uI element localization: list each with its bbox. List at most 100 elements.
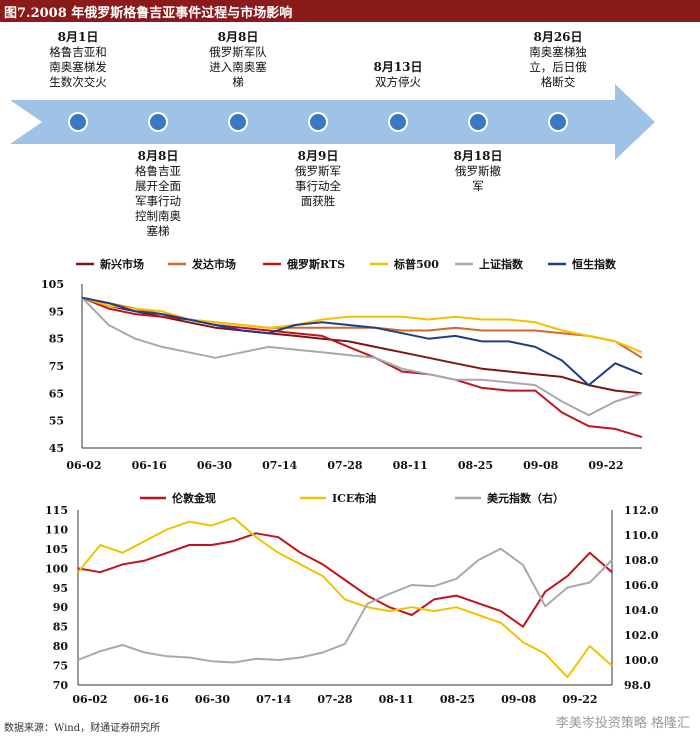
x-tick-label: 08-25 xyxy=(458,459,493,472)
series-line-ICE布油 xyxy=(77,516,613,679)
x-tick-label: 06-02 xyxy=(72,693,107,706)
figure-title: 图7.2008 年俄罗斯格鲁吉亚事件过程与市场影响 xyxy=(4,6,293,21)
timeline-desc: 南奥塞梯发 xyxy=(49,60,107,74)
timeline-node-4 xyxy=(308,112,328,132)
timeline-desc: 展开全面 xyxy=(135,179,181,193)
timeline-node-5 xyxy=(388,112,408,132)
timeline-desc: 生数次交火 xyxy=(49,75,107,89)
timeline-desc: 南奥塞梯独 xyxy=(529,45,587,59)
timeline-node-1 xyxy=(68,112,88,132)
timeline-desc: 俄罗斯撤 xyxy=(455,164,501,178)
series-line-上证指数 xyxy=(81,297,643,417)
y-tick-label: 105 xyxy=(41,278,64,291)
y-tick-label: 65 xyxy=(49,387,64,400)
y-tick-label: 105 xyxy=(45,543,68,556)
series-line-新兴市场 xyxy=(81,296,643,395)
timeline-desc: 军事行动 xyxy=(135,194,181,208)
legend-label: 伦敦金现 xyxy=(172,491,216,505)
y2-tick-label: 98.0 xyxy=(624,679,651,692)
y-tick-label: 75 xyxy=(53,660,68,673)
x-tick-label: 06-16 xyxy=(134,693,170,706)
x-tick-label: 08-11 xyxy=(379,693,414,706)
timeline-desc: 梯 xyxy=(232,75,244,89)
legend-label: 标普500 xyxy=(393,257,439,271)
timeline-desc: 格断交 xyxy=(541,75,576,89)
timeline-date: 8月1日 xyxy=(58,30,99,44)
timeline-desc: 塞梯 xyxy=(147,224,170,238)
timeline-date: 8月26日 xyxy=(533,30,582,44)
y-tick-label: 110 xyxy=(45,523,68,536)
equity-chart: 新兴市场 发达市场 俄罗斯RTS 标普500 上证指数 恒生指数 45 55 65 75 85 95… xyxy=(41,257,643,472)
x-tick-label: 07-28 xyxy=(327,459,363,472)
x-tick-label: 09-08 xyxy=(501,693,537,706)
timeline-date: 8月8日 xyxy=(218,30,259,44)
timeline-desc: 控制南奥 xyxy=(135,209,181,223)
timeline-desc: 格鲁吉亚 xyxy=(135,164,181,178)
y-tick-label: 55 xyxy=(49,415,64,428)
y-tick-label: 95 xyxy=(49,305,64,318)
y-tick-label: 100 xyxy=(45,562,68,575)
series-line-标普500 xyxy=(81,296,643,354)
x-tick-label: 09-22 xyxy=(588,459,623,472)
x-tick-label: 09-22 xyxy=(562,693,597,706)
y2-tick-label: 100.0 xyxy=(624,654,659,667)
x-tick-label: 06-02 xyxy=(66,459,101,472)
series-line-伦敦金现 xyxy=(77,532,613,628)
timeline-node-3 xyxy=(228,112,248,132)
timeline-date: 8月8日 xyxy=(138,149,179,163)
legend-label: 新兴市场 xyxy=(100,257,144,271)
timeline-desc: 进入南奥塞 xyxy=(209,60,267,74)
y2-tick-label: 110.0 xyxy=(624,529,659,542)
y-tick-label: 90 xyxy=(53,601,69,614)
y-tick-label: 75 xyxy=(49,360,64,373)
y-tick-label: 80 xyxy=(53,640,69,653)
timeline-desc: 面获胜 xyxy=(301,194,336,208)
legend-label: 俄罗斯RTS xyxy=(286,257,345,271)
series-line-发达市场 xyxy=(81,296,643,359)
y-tick-label: 70 xyxy=(53,679,69,692)
equity-legend: 新兴市场 发达市场 俄罗斯RTS 标普500 上证指数 恒生指数 xyxy=(76,257,617,271)
commodity-chart: 伦敦金现 ICE布油 美元指数（右） 70 75 80 85 90 95 100 105 110 11… xyxy=(45,491,659,706)
timeline-date: 8月18日 xyxy=(453,149,502,163)
title-bar: 图7.2008 年俄罗斯格鲁吉亚事件过程与市场影响 xyxy=(0,0,700,22)
commodity-legend: 伦敦金现 ICE布油 美元指数（右） xyxy=(140,491,564,505)
timeline-node-7 xyxy=(548,112,568,132)
timeline-date: 8月9日 xyxy=(298,149,339,163)
x-tick-label: 09-08 xyxy=(523,459,559,472)
y-tick-label: 115 xyxy=(45,504,68,517)
x-tick-label: 08-25 xyxy=(440,693,475,706)
y2-tick-label: 104.0 xyxy=(624,604,659,617)
watermark-text: 李美岑投资策略 格隆汇 xyxy=(555,716,690,731)
y2-tick-label: 112.0 xyxy=(624,504,659,517)
legend-label: 恒生指数 xyxy=(572,257,617,271)
timeline-desc: 军 xyxy=(472,179,484,193)
x-tick-label: 07-14 xyxy=(262,459,298,472)
x-tick-label: 06-30 xyxy=(195,693,231,706)
x-tick-label: 07-14 xyxy=(256,693,292,706)
legend-label: 上证指数 xyxy=(479,257,524,271)
timeline-desc: 事行动全 xyxy=(295,179,341,193)
timeline-arrow xyxy=(10,84,655,160)
y-tick-label: 85 xyxy=(53,621,68,634)
timeline-date: 8月13日 xyxy=(373,60,422,74)
y-tick-label: 45 xyxy=(49,442,64,455)
series-line-俄罗斯RTS xyxy=(81,296,643,439)
x-tick-label: 07-28 xyxy=(317,693,353,706)
timeline-node-2 xyxy=(148,112,168,132)
y2-tick-label: 106.0 xyxy=(624,579,659,592)
series-line-恒生指数 xyxy=(81,296,643,387)
timeline-desc: 俄罗斯军队 xyxy=(209,45,267,59)
series-line-美元指数（右） xyxy=(77,547,613,664)
y2-tick-label: 108.0 xyxy=(624,554,659,567)
x-tick-label: 06-16 xyxy=(132,459,168,472)
timeline-desc: 俄罗斯军 xyxy=(295,164,341,178)
legend-label: ICE布油 xyxy=(332,491,376,505)
timeline-desc: 格鲁吉亚和 xyxy=(49,45,107,59)
source-note: 数据来源：Wind，财通证券研究所 xyxy=(4,723,161,734)
y-tick-label: 95 xyxy=(53,582,68,595)
y-tick-label: 85 xyxy=(49,333,64,346)
timeline-desc: 双方停火 xyxy=(375,75,421,89)
legend-label: 发达市场 xyxy=(191,257,236,271)
timeline-node-6 xyxy=(468,112,488,132)
